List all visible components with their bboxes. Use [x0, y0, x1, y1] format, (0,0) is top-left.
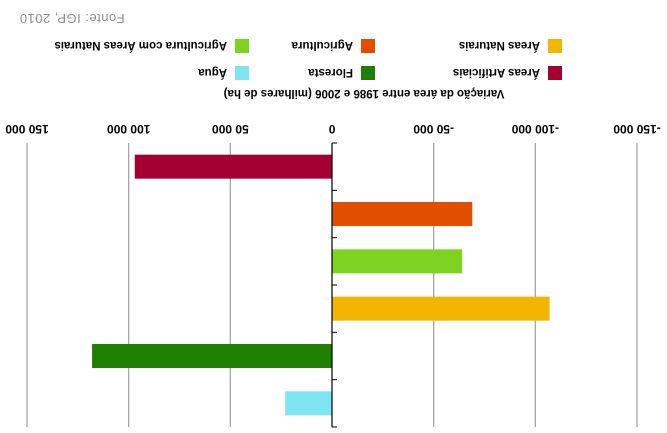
legend-item-agricultura-com-areas-naturais: Agricultura com Áreas Naturais [54, 39, 249, 53]
legend-label: Floresta [308, 66, 353, 78]
bar-areas-artificiais [134, 154, 332, 179]
gridlines [26, 143, 638, 427]
x-tick-label: 150 000 [5, 122, 49, 136]
legend-item-areas-naturais: Áreas Naturais [459, 39, 562, 53]
legend-item-agricultura: Agricultura [291, 39, 375, 53]
legend-swatch [361, 39, 375, 53]
bar-areas-naturais [332, 296, 550, 321]
legend-swatch [548, 66, 562, 80]
legend-swatch [235, 66, 249, 80]
x-tick-label: 100 000 [107, 122, 151, 136]
x-tick-label: 0 [328, 122, 335, 136]
bars [92, 154, 550, 416]
x-axis-title: Variação da área entre 1986 e 2006 (milh… [224, 87, 505, 99]
legend-label: Agricultura [291, 39, 353, 51]
legend-label: Áreas Artificiais [453, 66, 540, 79]
legend-swatch [548, 39, 562, 53]
x-tick-labels: -150 000 -100 000 -50 000 0 50 000 100 000 150… [5, 122, 661, 136]
source-note: Fonte: IGP, 2010 [19, 11, 124, 26]
y-axis [331, 142, 337, 428]
bar-floresta [92, 344, 332, 368]
legend-swatch [361, 66, 375, 80]
x-tick-label: 50 000 [212, 122, 249, 136]
legend-item-areas-artificiais: Áreas Artificiais [453, 66, 562, 80]
legend-label: Áreas Naturais [459, 39, 540, 52]
x-tick-label: -100 000 [511, 122, 559, 136]
legend: Áreas Artificiais Floresta Água Áreas Natur… [54, 39, 562, 80]
legend-item-agua: Água [198, 66, 249, 80]
bar-agua [285, 391, 332, 416]
bar-agricultura [332, 202, 473, 226]
legend-swatch [235, 39, 249, 53]
legend-label: Água [198, 66, 227, 79]
x-tick-label: -150 000 [613, 122, 661, 136]
legend-label: Agricultura com Áreas Naturais [54, 39, 227, 52]
bar-agricultura-com-areas-naturais [332, 249, 463, 274]
legend-item-floresta: Floresta [308, 66, 375, 80]
x-tick-label: -50 000 [413, 122, 454, 136]
